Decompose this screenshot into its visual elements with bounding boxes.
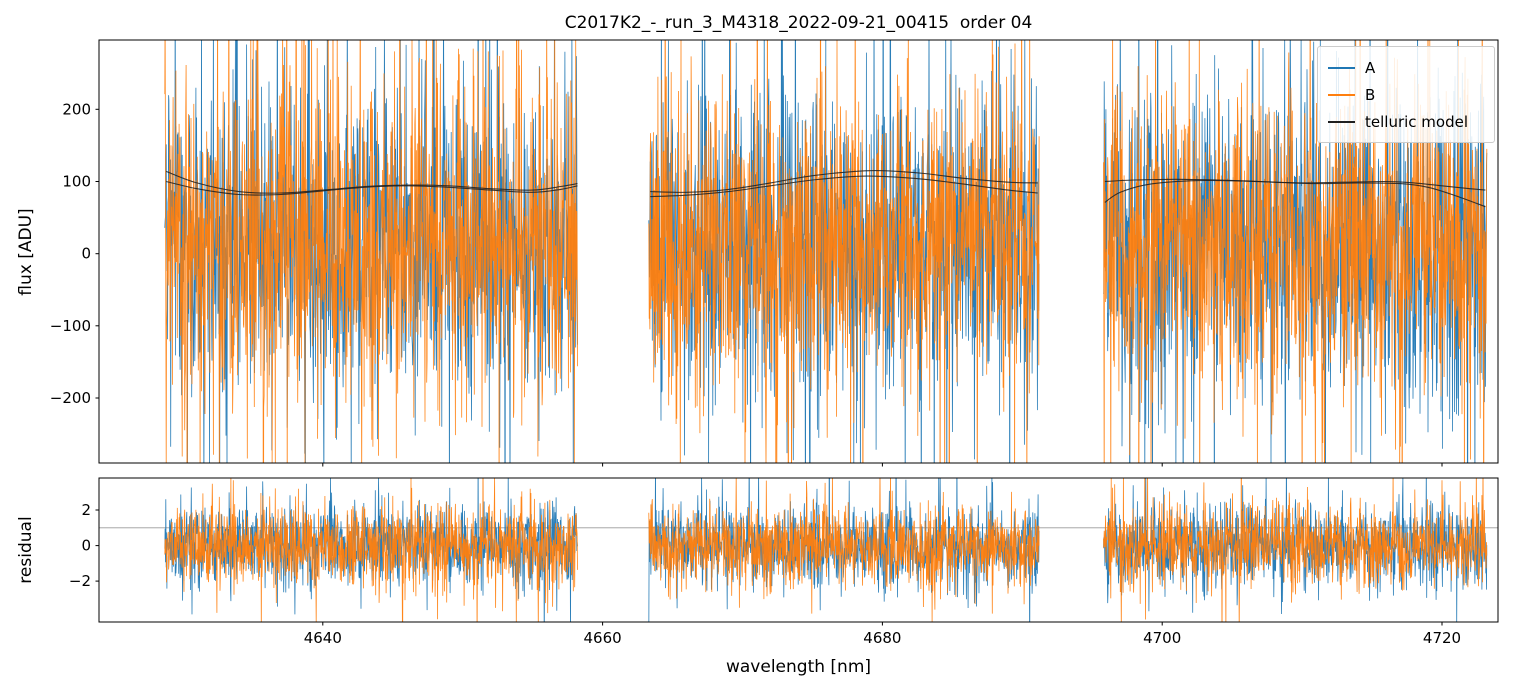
legend-item-b: B xyxy=(1328,81,1484,108)
flux-axis-label: flux [ADU] xyxy=(16,208,36,296)
legend-label-b: B xyxy=(1365,85,1376,104)
svg-text:−100: −100 xyxy=(50,317,91,335)
svg-text:4720: 4720 xyxy=(1423,629,1461,647)
legend-swatch-b-line xyxy=(1328,93,1355,96)
legend-swatch-telluric-line xyxy=(1328,120,1355,123)
svg-text:4640: 4640 xyxy=(304,629,342,647)
svg-text:0: 0 xyxy=(81,245,91,263)
wavelength-axis-label: wavelength [nm] xyxy=(725,657,872,677)
residual-axis-label: residual xyxy=(16,516,36,584)
svg-text:0: 0 xyxy=(81,537,91,555)
legend: A B telluric model xyxy=(1317,46,1495,143)
svg-text:−200: −200 xyxy=(50,389,91,407)
legend-item-a: A xyxy=(1328,54,1484,81)
legend-label-a: A xyxy=(1365,58,1376,77)
svg-text:4680: 4680 xyxy=(863,629,901,647)
svg-text:200: 200 xyxy=(62,100,91,118)
legend-swatch-a-line xyxy=(1328,66,1355,69)
chart-title: C2017K2_-_run_3_M4318_2022-09-21_00415 o… xyxy=(564,13,1033,33)
legend-item-telluric-model: telluric model xyxy=(1328,108,1484,135)
svg-text:100: 100 xyxy=(62,173,91,191)
svg-text:2: 2 xyxy=(81,501,91,519)
legend-label-telluric-model: telluric model xyxy=(1365,112,1469,131)
svg-text:−2: −2 xyxy=(69,572,91,590)
svg-text:4660: 4660 xyxy=(584,629,622,647)
svg-text:4700: 4700 xyxy=(1143,629,1181,647)
